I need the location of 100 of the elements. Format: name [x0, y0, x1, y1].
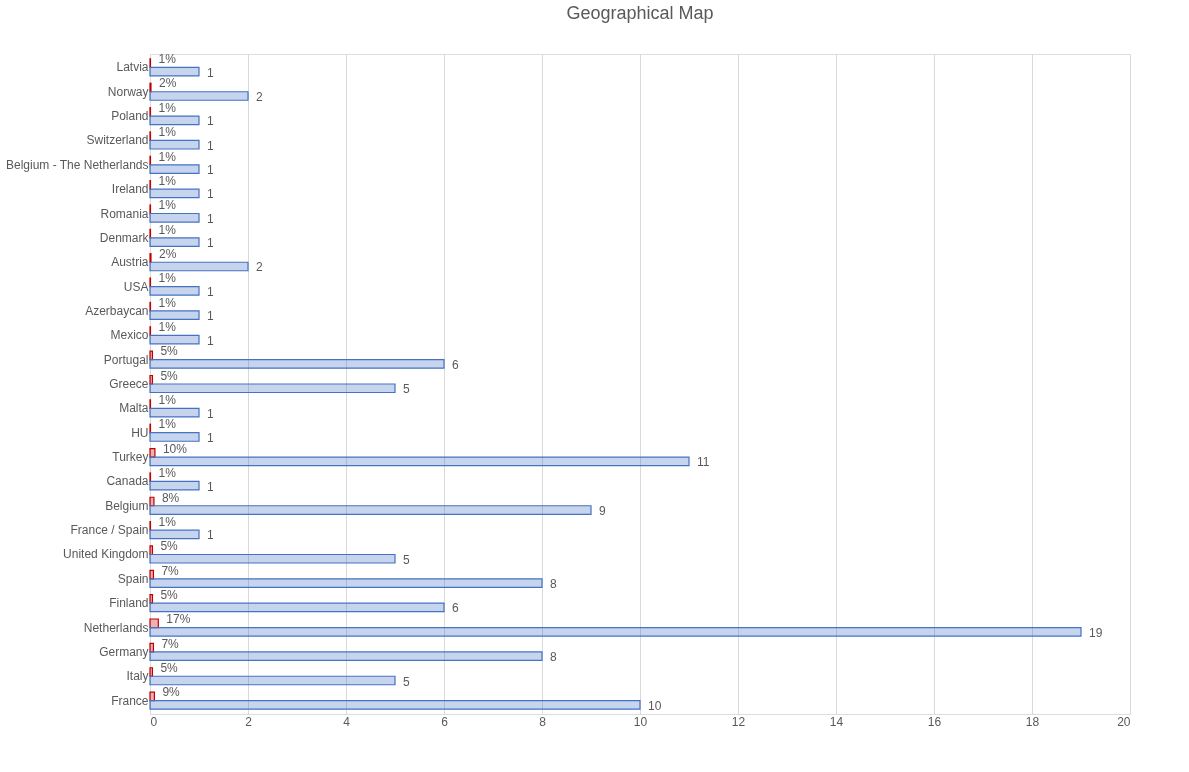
x-tick-label: 14: [829, 714, 844, 729]
data-label: 1: [207, 528, 214, 543]
x-tick-label: 2: [245, 714, 253, 729]
data-label: 1: [207, 333, 214, 348]
y-tick-label: HU: [131, 425, 149, 440]
data-label: 1: [207, 236, 214, 251]
bar: [149, 626, 1082, 637]
x-tick-label: 4: [343, 714, 351, 729]
bar: [149, 651, 543, 662]
bar: [149, 237, 200, 247]
y-tick-label: Azerbaycan: [85, 303, 149, 318]
data-label: 1%: [158, 417, 177, 432]
bar: [149, 91, 249, 101]
bar: [149, 553, 396, 564]
y-tick-label: Austria: [111, 255, 149, 270]
bar: [149, 164, 200, 174]
y-tick-label: Switzerland: [86, 133, 149, 148]
data-label: 1: [207, 138, 214, 153]
bar: [149, 139, 200, 150]
data-label: 9: [599, 504, 606, 519]
data-label: 1%: [158, 466, 177, 481]
y-tick-label: Canada: [106, 474, 149, 489]
bar: [149, 334, 200, 345]
x-tick-label: 10: [633, 714, 648, 729]
data-label: 1%: [158, 271, 177, 286]
data-label: 1%: [158, 295, 177, 310]
bar: [149, 383, 396, 394]
data-label: 1: [207, 187, 214, 202]
data-label: 5%: [160, 368, 179, 383]
data-label: 5: [403, 552, 410, 567]
x-tick-label: 6: [441, 714, 449, 729]
x-tick-label: 16: [927, 714, 942, 729]
y-tick-label: Malta: [119, 401, 149, 416]
data-label: 7%: [161, 636, 180, 651]
data-label: 10%: [162, 441, 188, 456]
data-label: 5: [403, 382, 410, 397]
data-label: 8%: [161, 490, 180, 505]
x-tick-label: 8: [539, 714, 547, 729]
y-tick-label: France / Spain: [70, 523, 149, 538]
y-tick-label: Belgium: [105, 498, 149, 513]
bar: [149, 602, 445, 613]
data-label: 1%: [158, 173, 177, 188]
x-tick-label: 12: [731, 714, 746, 729]
data-label: 5: [403, 674, 410, 689]
bar: [149, 529, 200, 540]
x-tick-label: 0: [150, 714, 158, 729]
y-tick-label: France: [111, 693, 149, 708]
y-tick-label: Finland: [109, 596, 149, 611]
y-tick-label: Spain: [117, 571, 149, 586]
bar: [149, 447, 156, 458]
y-tick-label: Germany: [99, 644, 149, 659]
data-label: 2: [256, 90, 263, 105]
y-tick-label: Italy: [126, 669, 149, 684]
data-label: 2%: [158, 76, 177, 91]
bar: [149, 407, 200, 418]
data-label: 6: [452, 601, 459, 616]
data-label: 1: [207, 65, 214, 80]
bar: [149, 618, 159, 629]
y-tick-label: Romania: [100, 206, 149, 221]
y-tick-label: Poland: [111, 109, 149, 124]
bar: [149, 374, 154, 385]
bar: [149, 285, 200, 296]
bar: [149, 569, 155, 580]
bar: [149, 66, 200, 77]
bar: [149, 212, 200, 223]
data-label: 5%: [160, 660, 179, 675]
bar: [149, 261, 249, 272]
data-label: 1%: [158, 52, 177, 67]
bar: [149, 350, 154, 361]
data-label: 5%: [160, 539, 179, 554]
data-label: 1: [207, 163, 214, 178]
bar: [149, 505, 592, 515]
data-label: 8: [550, 650, 557, 665]
bar: [149, 642, 155, 653]
data-label: 1: [207, 479, 214, 494]
x-tick-label: 18: [1025, 714, 1040, 729]
data-label: 1%: [158, 149, 177, 164]
bar: [149, 545, 154, 556]
data-label: 1: [207, 406, 214, 421]
bar: [149, 480, 200, 491]
bar: [149, 594, 154, 604]
bar: [149, 188, 200, 199]
y-tick-label: Belgium - The Netherlands: [5, 157, 149, 172]
chart-title: Geographical Map: [566, 3, 714, 24]
data-label: 1: [207, 114, 214, 129]
y-tick-label: Ireland: [111, 182, 149, 197]
bar: [149, 432, 200, 442]
bar: [149, 496, 155, 507]
y-tick-label: USA: [123, 279, 149, 294]
data-label: 1%: [158, 393, 177, 408]
bar: [149, 691, 156, 702]
data-label: 2%: [158, 246, 177, 261]
data-label: 8: [550, 577, 557, 592]
data-label: 1: [207, 284, 214, 299]
bar: [149, 359, 445, 369]
y-tick-label: Norway: [107, 84, 149, 99]
data-label: 1: [207, 309, 214, 324]
bar: [149, 310, 200, 321]
data-label: 19: [1089, 625, 1103, 640]
data-label: 7%: [161, 563, 180, 578]
